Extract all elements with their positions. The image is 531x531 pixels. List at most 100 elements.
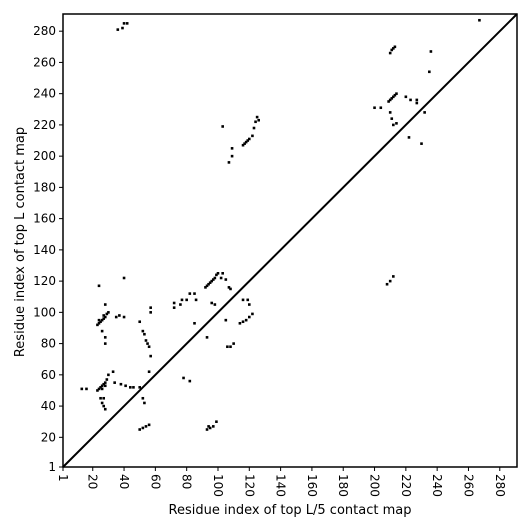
x-tick-label: 220 [399, 474, 413, 497]
contact-point [227, 286, 231, 289]
contact-point [97, 321, 101, 325]
y-tick-label: 100 [33, 305, 56, 319]
contact-point [97, 318, 101, 322]
contact-point [97, 387, 101, 391]
contact-point [96, 323, 99, 327]
contact-point [213, 303, 217, 306]
contact-point [138, 386, 142, 389]
contact-point [172, 306, 176, 309]
plot-frame [62, 13, 518, 468]
contact-point [388, 98, 392, 102]
contact-point [221, 125, 224, 128]
x-tick-label: 100 [211, 474, 225, 497]
contact-point [415, 98, 419, 102]
contact-point [100, 384, 104, 388]
contact-point [393, 45, 397, 49]
y-axis-label: Residue index of top L contact map [13, 127, 28, 357]
y-tick-label: 260 [33, 55, 56, 69]
contact-point [420, 142, 423, 145]
contact-point [103, 303, 107, 306]
y-tick-label: 200 [33, 149, 56, 163]
contact-point [105, 378, 109, 381]
contact-point [246, 139, 250, 142]
contact-point [385, 282, 389, 286]
contact-point [116, 28, 120, 31]
contact-point [409, 98, 412, 102]
x-tick-label: 280 [493, 474, 507, 497]
contact-point [193, 292, 196, 295]
contact-point [241, 320, 245, 324]
contact-point [207, 282, 210, 286]
contact-point [254, 120, 257, 124]
contact-point [205, 428, 209, 431]
contact-point [232, 342, 235, 345]
y-tick-label: 140 [33, 243, 56, 257]
contact-point [97, 284, 101, 288]
y-tick-label: 160 [33, 212, 56, 226]
contact-point [103, 384, 107, 388]
contact-point [208, 281, 212, 284]
contact-point [138, 320, 142, 324]
contact-point [141, 426, 145, 430]
contact-point [185, 298, 188, 302]
contact-point [211, 425, 215, 428]
contact-point [247, 303, 251, 306]
contact-point [478, 18, 481, 22]
contact-point [193, 321, 196, 325]
contact-point [103, 342, 107, 345]
contact-point [144, 425, 148, 428]
contact-point [129, 386, 132, 389]
x-tick-label: 160 [305, 474, 319, 497]
contact-point [392, 47, 395, 50]
contact-point [144, 339, 148, 342]
contact-point [125, 22, 129, 25]
contact-point [244, 318, 248, 322]
contact-point [149, 306, 152, 309]
contact-point [415, 101, 419, 105]
contact-point [119, 382, 123, 386]
contact-point [379, 106, 383, 110]
contact-point [105, 312, 109, 316]
contact-point [143, 401, 146, 405]
contact-point [246, 298, 250, 302]
contact-point [172, 301, 176, 305]
contact-point [208, 426, 212, 430]
contact-point [392, 123, 395, 127]
contact-point [100, 401, 104, 405]
x-tick-label: 180 [336, 474, 350, 497]
contact-point [229, 345, 232, 349]
x-tick-label: 140 [274, 474, 288, 497]
contact-point [102, 404, 106, 408]
contact-point [390, 117, 394, 120]
x-tick-label: 80 [180, 474, 194, 489]
contact-point [244, 140, 248, 144]
contact-point [404, 95, 408, 99]
contact-point [102, 382, 106, 386]
contact-point [251, 134, 254, 138]
contact-point [428, 70, 431, 74]
contact-point [395, 122, 398, 125]
contact-point [395, 92, 398, 95]
contact-point [147, 370, 151, 374]
contact-point [243, 142, 246, 145]
contact-point [194, 298, 198, 302]
contact-point [241, 143, 245, 147]
contact-point [107, 311, 110, 314]
contact-point [247, 137, 251, 141]
contact-point [102, 314, 106, 317]
contact-point [85, 387, 88, 391]
contact-point [210, 301, 214, 305]
contact-point [180, 298, 184, 302]
y-tick-label: 120 [33, 274, 56, 288]
contact-point [216, 272, 220, 275]
contact-point [388, 111, 392, 114]
contact-point [80, 387, 84, 391]
contact-point [251, 312, 254, 316]
contact-point [188, 379, 192, 383]
contact-point [429, 50, 433, 53]
contact-point [146, 342, 149, 345]
contact-point [147, 345, 151, 349]
contact-point [215, 273, 218, 277]
contact-point [211, 278, 215, 281]
